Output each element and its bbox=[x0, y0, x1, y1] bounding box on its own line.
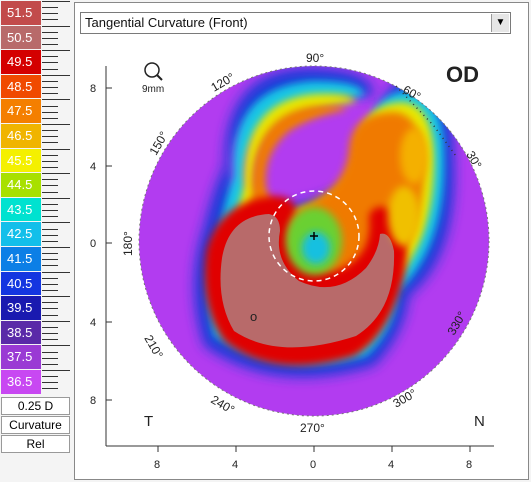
legend-swatch: 48.5 bbox=[1, 74, 41, 99]
x-tick-8-left: 8 bbox=[154, 459, 160, 471]
x-tick-0: 0 bbox=[310, 459, 316, 471]
legend-swatch: 45.5 bbox=[1, 148, 41, 173]
y-tick-4-top: 4 bbox=[90, 161, 96, 173]
topography-surface bbox=[139, 66, 489, 416]
legend-swatch: 50.5 bbox=[1, 25, 41, 50]
x-axis-ticks bbox=[157, 446, 471, 452]
legend-tick-group bbox=[42, 25, 70, 51]
legend-tick-group bbox=[42, 148, 70, 174]
dropdown-arrow-icon[interactable]: ▼ bbox=[491, 14, 509, 32]
color-scale-legend: 51.5 50.5 49.5 48.5 47.5 46.5 45.5 44.5 43.5 42.5… bbox=[0, 0, 72, 482]
angle-90: 90° bbox=[306, 51, 324, 65]
legend-tick-group bbox=[42, 271, 70, 297]
legend-swatch: 46.5 bbox=[1, 124, 41, 148]
x-tick-8-right: 8 bbox=[466, 459, 472, 471]
temporal-label: T bbox=[144, 413, 153, 430]
legend-swatch: 43.5 bbox=[1, 197, 41, 222]
y-tick-0: 0 bbox=[90, 238, 96, 250]
x-tick-4-left: 4 bbox=[232, 459, 238, 471]
legend-tick-group bbox=[42, 1, 70, 26]
legend-swatch: 44.5 bbox=[1, 173, 41, 197]
legend-tick-group bbox=[42, 296, 70, 321]
legend-tick-group bbox=[42, 247, 70, 272]
map-type-value: Tangential Curvature (Front) bbox=[85, 15, 248, 30]
legend-swatch: 36.5 bbox=[1, 370, 41, 394]
legend-swatch: 47.5 bbox=[1, 99, 41, 123]
legend-swatch: 38.5 bbox=[1, 320, 41, 345]
legend-swatch: 40.5 bbox=[1, 271, 41, 296]
legend-swatch: 51.5 bbox=[1, 1, 41, 25]
map-boundary bbox=[138, 65, 490, 417]
legend-tick-group bbox=[42, 320, 70, 346]
legend-swatch: 39.5 bbox=[1, 296, 41, 320]
legend-tick-group bbox=[42, 222, 70, 247]
angle-180: 180° bbox=[121, 231, 135, 256]
y-tick-4-bottom: 4 bbox=[90, 317, 96, 329]
legend-tick-group bbox=[42, 74, 70, 100]
legend-step: 0.25 D bbox=[1, 396, 70, 415]
pupil-outline bbox=[268, 190, 360, 282]
y-tick-8-top: 8 bbox=[90, 83, 96, 95]
legend-swatch: 41.5 bbox=[1, 247, 41, 271]
legend-tick-group bbox=[42, 99, 70, 124]
x-tick-4-right: 4 bbox=[388, 459, 394, 471]
legend-scale-mode[interactable]: Rel bbox=[1, 434, 70, 453]
zoom-label: 9mm bbox=[142, 84, 164, 95]
angle-210: 210° bbox=[141, 333, 166, 362]
legend-tick-group bbox=[42, 124, 70, 149]
legend-tick-group bbox=[42, 50, 70, 75]
center-marker: o bbox=[250, 309, 257, 324]
map-type-select[interactable]: Tangential Curvature (Front) ▼ bbox=[80, 12, 511, 34]
legend-swatch: 42.5 bbox=[1, 222, 41, 246]
legend-type: Curvature bbox=[1, 415, 70, 434]
legend-tick-group bbox=[42, 197, 70, 223]
legend-swatch: 49.5 bbox=[1, 50, 41, 74]
meridian-dots bbox=[395, 85, 457, 157]
apex-marker-icon bbox=[310, 232, 318, 240]
legend-tick-group bbox=[42, 173, 70, 198]
legend-tick-group bbox=[42, 345, 70, 370]
y-tick-8-bottom: 8 bbox=[90, 395, 96, 407]
y-axis-ticks bbox=[106, 87, 112, 401]
curvature-map[interactable]: o 90° 60° 30° 330° 300° 270° 240° 210° 1… bbox=[74, 36, 529, 480]
angle-270: 270° bbox=[300, 421, 325, 435]
legend-swatch: 37.5 bbox=[1, 345, 41, 369]
zoom-icon[interactable] bbox=[144, 62, 163, 81]
legend-tick-group bbox=[42, 370, 70, 395]
eye-label: OD bbox=[446, 62, 479, 87]
angle-240: 240° bbox=[209, 392, 238, 417]
nasal-label: N bbox=[474, 413, 485, 430]
